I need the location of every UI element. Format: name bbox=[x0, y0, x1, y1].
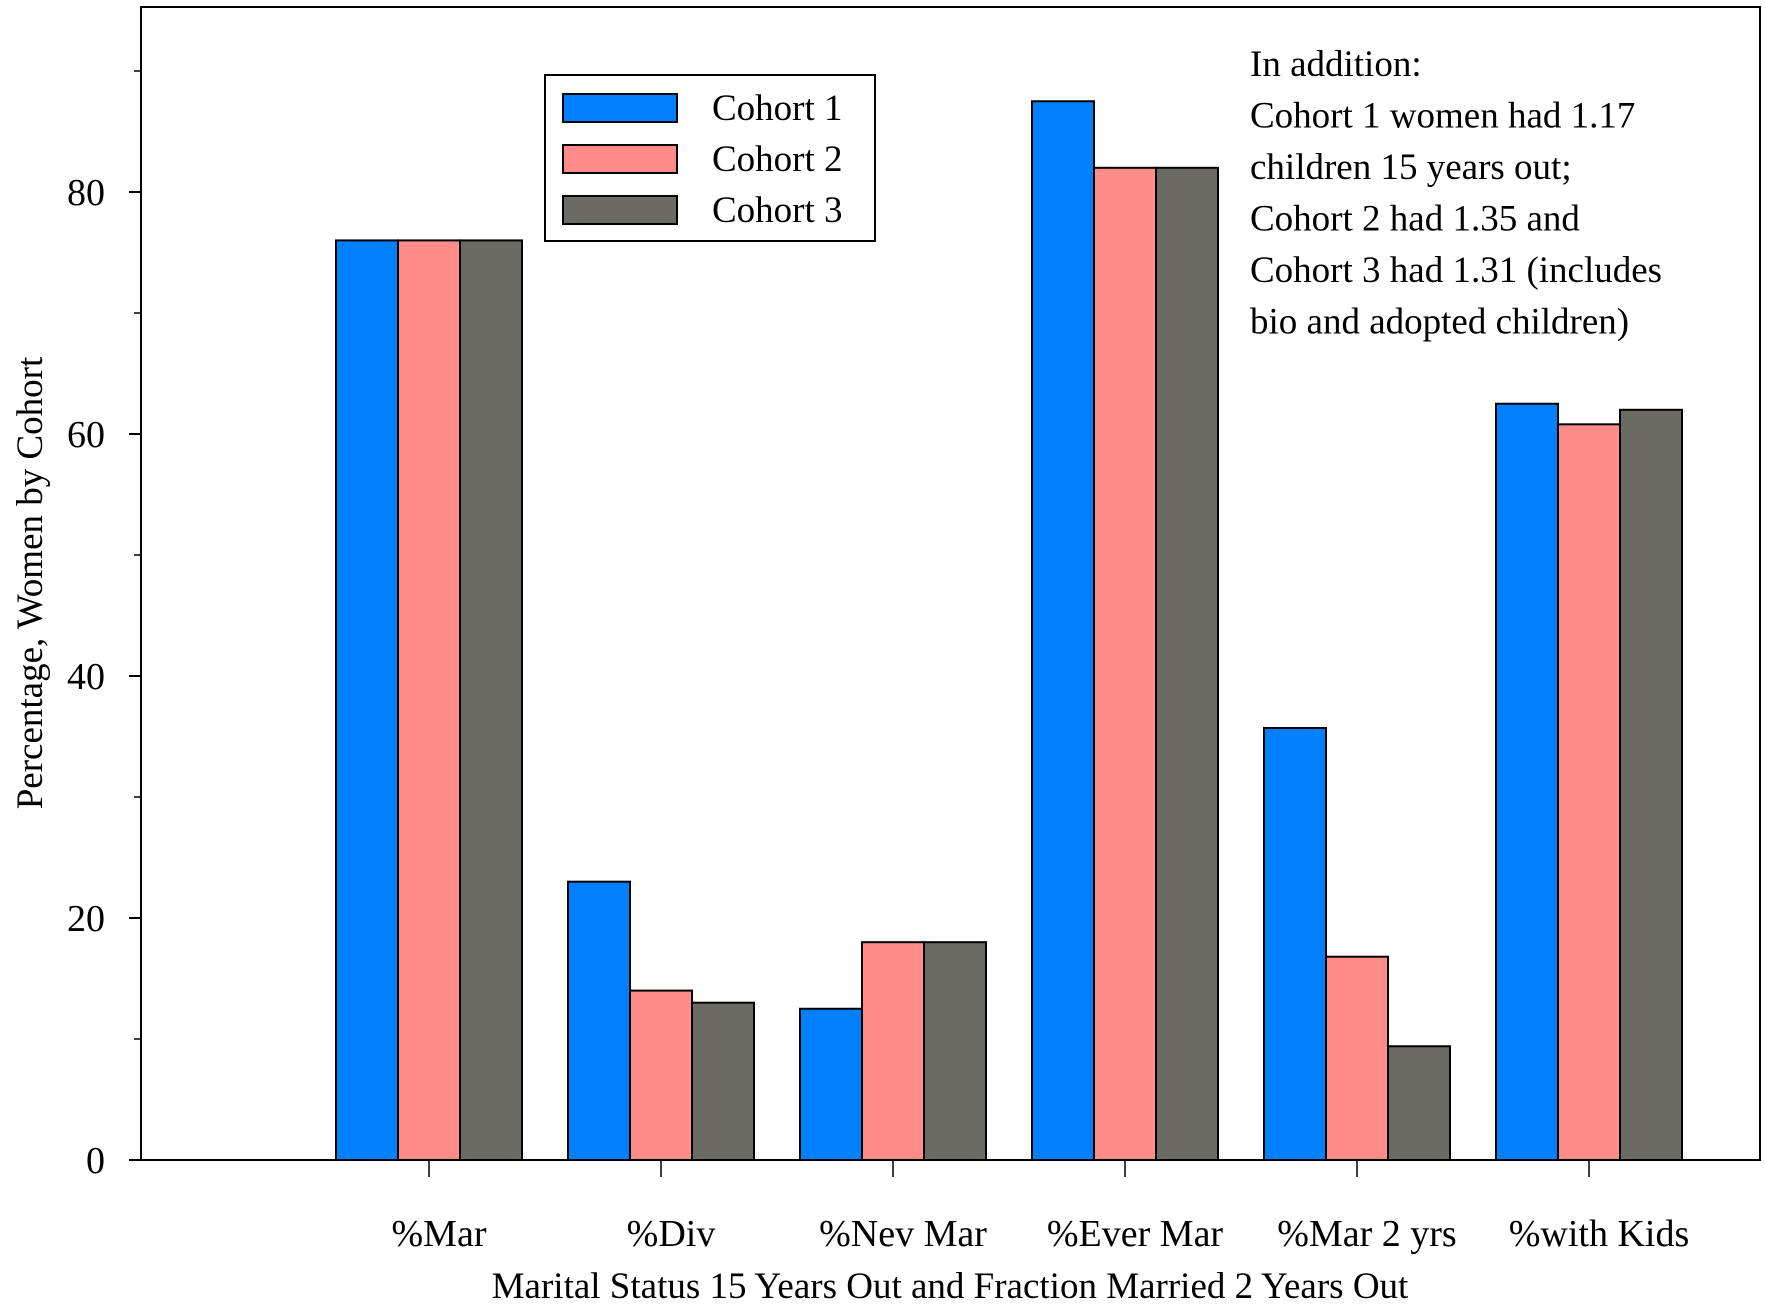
y-tick-label: 40 bbox=[67, 656, 105, 698]
annotation-line: Cohort 2 had 1.35 and bbox=[1250, 199, 1580, 240]
y-axis-title: Percentage, Women by Cohort bbox=[10, 356, 51, 809]
bar-cohort-1 bbox=[1031, 100, 1095, 1161]
bar-cohort-2 bbox=[1325, 955, 1389, 1161]
x-tick-label: %with Kids bbox=[1509, 1213, 1690, 1255]
y-axis: 0 20 40 60 80 bbox=[67, 70, 141, 1182]
annotation-line: Cohort 3 had 1.31 (includes bbox=[1250, 250, 1662, 291]
x-tick-label: %Mar 2 yrs bbox=[1277, 1213, 1456, 1255]
bar-cohort-3 bbox=[1619, 408, 1683, 1161]
bar-cohort-2 bbox=[861, 941, 925, 1162]
legend-swatch bbox=[562, 144, 678, 174]
annotation-line: bio and adopted children) bbox=[1250, 302, 1629, 343]
y-tick-label: 80 bbox=[67, 172, 105, 214]
annotation: In addition: Cohort 1 women had 1.17 child… bbox=[1250, 44, 1662, 343]
bar-cohort-1 bbox=[335, 239, 399, 1161]
bar-cohort-3 bbox=[923, 941, 987, 1162]
annotation-line: children 15 years out; bbox=[1250, 147, 1572, 188]
legend-label: Cohort 3 bbox=[712, 190, 843, 231]
bar-cohort-2 bbox=[397, 239, 461, 1161]
bar-cohort-1 bbox=[799, 1007, 863, 1161]
y-tick-label: 20 bbox=[67, 898, 105, 940]
y-tick-label: 0 bbox=[86, 1140, 105, 1182]
x-axis-title: Marital Status 15 Years Out and Fraction… bbox=[492, 1266, 1409, 1305]
legend: Cohort 1 Cohort 2 Cohort 3 bbox=[544, 74, 876, 242]
legend-label: Cohort 1 bbox=[712, 88, 843, 129]
bar-cohort-3 bbox=[459, 239, 523, 1161]
legend-swatch bbox=[562, 195, 678, 225]
bar-cohort-3 bbox=[1387, 1045, 1451, 1162]
bar-cohort-2 bbox=[1557, 423, 1621, 1161]
x-axis: %Mar %Div %Nev Mar %Ever Mar %Mar 2 yrs %with… bbox=[392, 1160, 1690, 1255]
annotation-line: In addition: bbox=[1250, 44, 1422, 85]
x-tick-label: %Ever Mar bbox=[1047, 1213, 1224, 1255]
x-tick-label: %Div bbox=[627, 1213, 716, 1255]
bar-cohort-3 bbox=[691, 1001, 755, 1162]
y-tick-label: 60 bbox=[67, 414, 105, 456]
bar-cohort-1 bbox=[567, 880, 631, 1161]
annotation-line: Cohort 1 women had 1.17 bbox=[1250, 96, 1635, 137]
bar-cohort-2 bbox=[629, 989, 693, 1161]
legend-swatch bbox=[562, 93, 678, 123]
bar-cohort-1 bbox=[1495, 402, 1559, 1161]
bars bbox=[335, 100, 1683, 1162]
bar-cohort-3 bbox=[1155, 166, 1219, 1162]
legend-label: Cohort 2 bbox=[712, 139, 843, 180]
x-tick-label: %Mar bbox=[392, 1213, 487, 1255]
bar-cohort-1 bbox=[1263, 727, 1327, 1162]
x-tick-label: %Nev Mar bbox=[819, 1213, 987, 1255]
bar-cohort-2 bbox=[1093, 166, 1157, 1162]
